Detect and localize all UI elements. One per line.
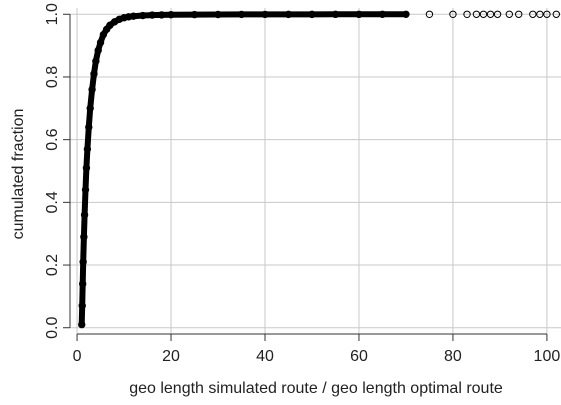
data-point <box>284 10 293 19</box>
data-point <box>94 46 102 55</box>
data-point <box>96 38 105 47</box>
y-tick-label: 0.6 <box>44 128 61 150</box>
y-tick-label: 1.0 <box>44 3 61 25</box>
data-point <box>82 164 91 172</box>
data-point <box>543 10 551 18</box>
data-point <box>237 10 246 19</box>
data-point <box>486 10 495 18</box>
data-point <box>479 10 488 18</box>
data-point <box>80 233 88 241</box>
data-point <box>529 10 537 18</box>
data-point <box>402 10 410 19</box>
data-point <box>515 10 523 18</box>
x-tick-label: 60 <box>350 348 368 365</box>
data-point <box>472 10 481 18</box>
data-point <box>83 145 92 153</box>
data-point <box>308 10 316 19</box>
data-point <box>99 30 108 39</box>
x-tick-label: 80 <box>444 348 462 365</box>
x-tick-label: 20 <box>162 348 180 365</box>
x-axis-title: geo length simulated route / geo length … <box>129 380 503 397</box>
data-point <box>449 10 457 19</box>
data-point <box>125 13 133 21</box>
data-point <box>331 10 340 19</box>
y-tick-label: 0.0 <box>44 317 61 339</box>
data-point <box>463 10 471 19</box>
data-point <box>261 10 269 19</box>
data-point <box>355 10 363 19</box>
data-point <box>120 14 128 22</box>
x-tick-label: 0 <box>73 348 82 365</box>
data-point <box>493 10 502 18</box>
y-tick-label: 0.2 <box>44 254 61 276</box>
data-point <box>167 11 175 19</box>
data-point <box>81 186 90 194</box>
data-point <box>129 12 138 20</box>
series-curve <box>78 11 409 328</box>
grid-lines <box>70 8 561 334</box>
x-tick-label: 100 <box>534 348 561 365</box>
data-point <box>115 15 124 23</box>
data-point <box>425 10 434 19</box>
data-point <box>190 10 199 19</box>
data-point <box>80 211 89 219</box>
data-point <box>88 85 96 94</box>
data-point <box>139 11 147 20</box>
data-points <box>78 10 561 329</box>
y-tick-label: 0.8 <box>44 66 61 88</box>
data-point <box>536 10 544 18</box>
data-point <box>90 70 98 78</box>
data-point <box>552 10 561 18</box>
data-point <box>92 57 100 65</box>
data-point <box>79 258 87 266</box>
axes: 0 20 40 60 80 100 0.0 0.2 0.4 0.6 0.8 1.0 <box>44 3 560 365</box>
data-point <box>157 11 166 19</box>
data-point <box>86 104 94 113</box>
data-point <box>214 10 222 19</box>
y-axis-title: cumulated fraction <box>10 109 27 240</box>
data-point <box>78 280 87 288</box>
data-point <box>505 10 514 18</box>
x-tick-label: 40 <box>256 348 274 365</box>
data-point <box>78 302 86 310</box>
data-point <box>106 21 114 29</box>
y-tick-label: 0.4 <box>44 191 61 213</box>
data-point <box>148 11 156 19</box>
data-point <box>378 10 387 19</box>
data-point <box>78 320 86 329</box>
data-point <box>85 123 93 131</box>
